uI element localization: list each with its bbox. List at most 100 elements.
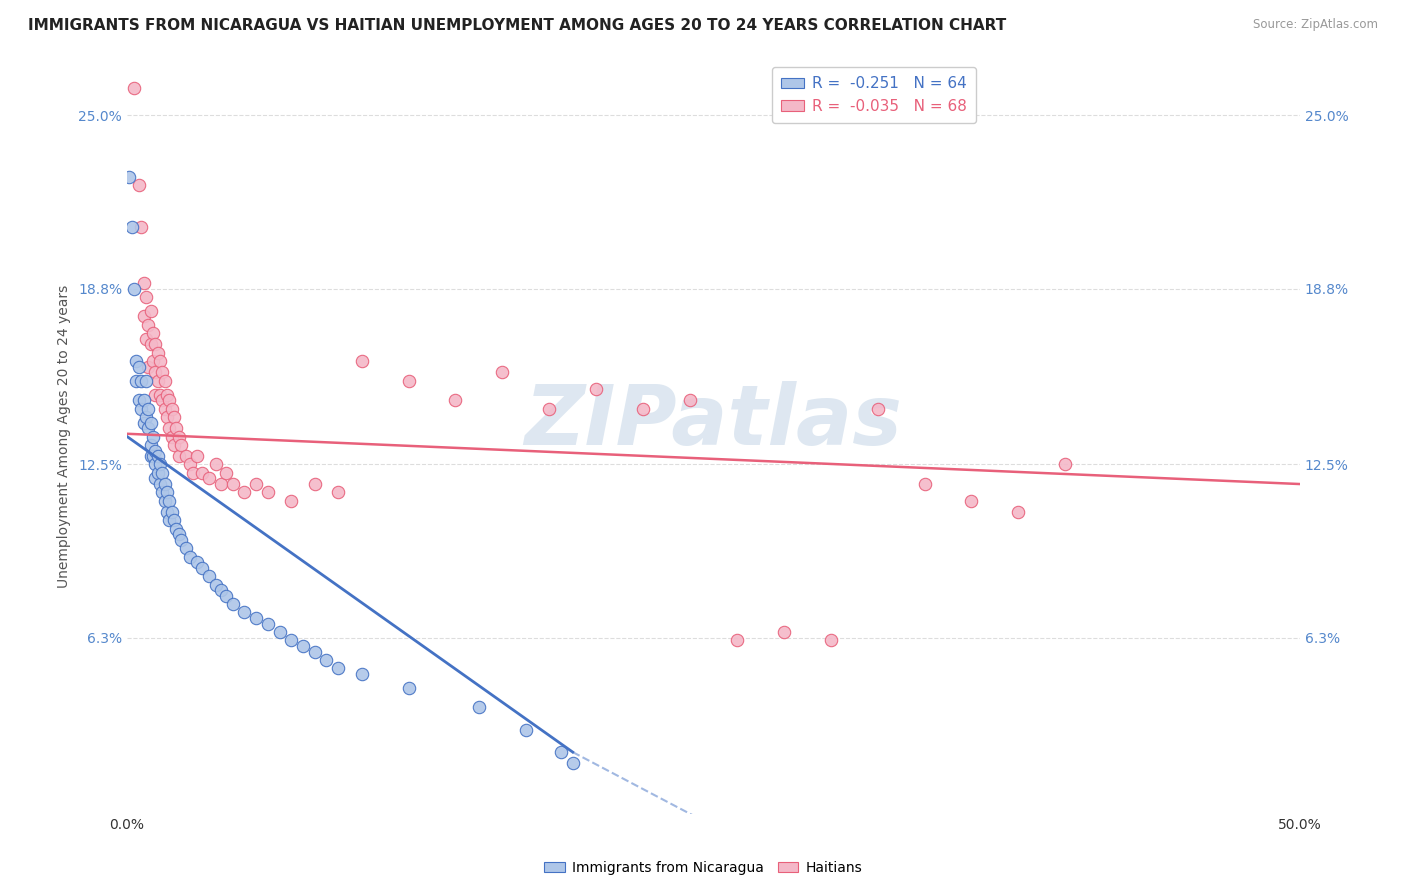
Point (142, 354, 165, 368)
Point (398, 374, 420, 388)
Point (170, 438, 193, 452)
Text: IMMIGRANTS FROM NICARAGUA VS HAITIAN UNEMPLOYMENT AMONG AGES 20 TO 24 YEARS CORR: IMMIGRANTS FROM NICARAGUA VS HAITIAN UNE… (28, 18, 1007, 33)
Point (129, 374, 152, 388)
Point (160, 429, 183, 443)
Point (398, 681, 420, 695)
Point (122, 282, 145, 296)
Point (167, 429, 190, 443)
Legend: R =  -0.251   N = 64, R =  -0.035   N = 68: R = -0.251 N = 64, R = -0.035 N = 68 (772, 67, 976, 123)
Point (269, 625, 291, 640)
Point (914, 477, 936, 491)
Point (181, 466, 204, 480)
Point (146, 346, 169, 360)
Point (136, 318, 159, 332)
Point (136, 401, 159, 416)
Point (125, 354, 148, 368)
Point (205, 458, 228, 472)
Point (150, 466, 173, 480)
Point (132, 310, 155, 324)
Point (136, 421, 159, 435)
Point (153, 477, 176, 491)
Point (205, 577, 228, 591)
Point (221, 477, 243, 491)
Point (256, 616, 278, 631)
Text: ZIPatlas: ZIPatlas (524, 381, 903, 462)
Point (245, 477, 267, 491)
Point (156, 485, 179, 500)
Point (150, 393, 173, 408)
Point (129, 401, 152, 416)
Point (198, 471, 221, 485)
Point (139, 416, 162, 430)
Point (631, 401, 654, 416)
Point (128, 359, 150, 374)
Point (157, 493, 180, 508)
Point (585, 382, 607, 396)
Point (304, 644, 326, 658)
Point (121, 220, 143, 235)
Point (139, 449, 162, 463)
Point (143, 337, 166, 351)
Point (150, 485, 173, 500)
Point (156, 387, 179, 401)
Point (150, 365, 173, 379)
Point (143, 458, 166, 472)
Point (132, 393, 155, 408)
Point (146, 449, 169, 463)
Point (135, 410, 157, 425)
Point (153, 374, 176, 388)
Point (142, 429, 165, 443)
Point (135, 374, 157, 388)
Point (165, 522, 187, 536)
Point (135, 332, 157, 346)
Point (444, 393, 467, 408)
Point (468, 700, 491, 714)
Point (128, 393, 150, 408)
Point (146, 374, 169, 388)
Point (132, 276, 155, 290)
Point (156, 505, 179, 519)
Point (149, 354, 172, 368)
Point (142, 449, 165, 463)
Point (174, 541, 197, 556)
Point (174, 449, 197, 463)
Point (233, 606, 256, 620)
Point (191, 561, 214, 575)
Point (157, 513, 180, 527)
Point (129, 220, 152, 235)
Point (143, 471, 166, 485)
Point (139, 438, 162, 452)
Point (136, 359, 159, 374)
Point (1007, 505, 1029, 519)
Point (515, 723, 537, 737)
Point (149, 458, 172, 472)
Point (350, 354, 373, 368)
Point (143, 365, 166, 379)
Point (149, 477, 172, 491)
Point (198, 569, 221, 583)
Point (328, 661, 350, 675)
Point (186, 555, 208, 569)
Point (139, 304, 162, 318)
Point (157, 393, 180, 408)
Point (143, 387, 166, 401)
Point (163, 513, 186, 527)
Point (132, 416, 155, 430)
Point (149, 387, 172, 401)
Point (245, 611, 267, 625)
Point (209, 477, 232, 491)
Y-axis label: Unemployment Among Ages 20 to 24 years: Unemployment Among Ages 20 to 24 years (58, 285, 72, 588)
Point (679, 393, 702, 408)
Point (772, 625, 794, 640)
Point (280, 493, 302, 508)
Point (866, 401, 889, 416)
Point (153, 401, 176, 416)
Point (135, 290, 157, 304)
Point (1054, 458, 1077, 472)
Point (214, 466, 236, 480)
Point (214, 589, 236, 603)
Point (139, 337, 162, 351)
Point (153, 493, 176, 508)
Point (170, 533, 193, 547)
Point (179, 458, 201, 472)
